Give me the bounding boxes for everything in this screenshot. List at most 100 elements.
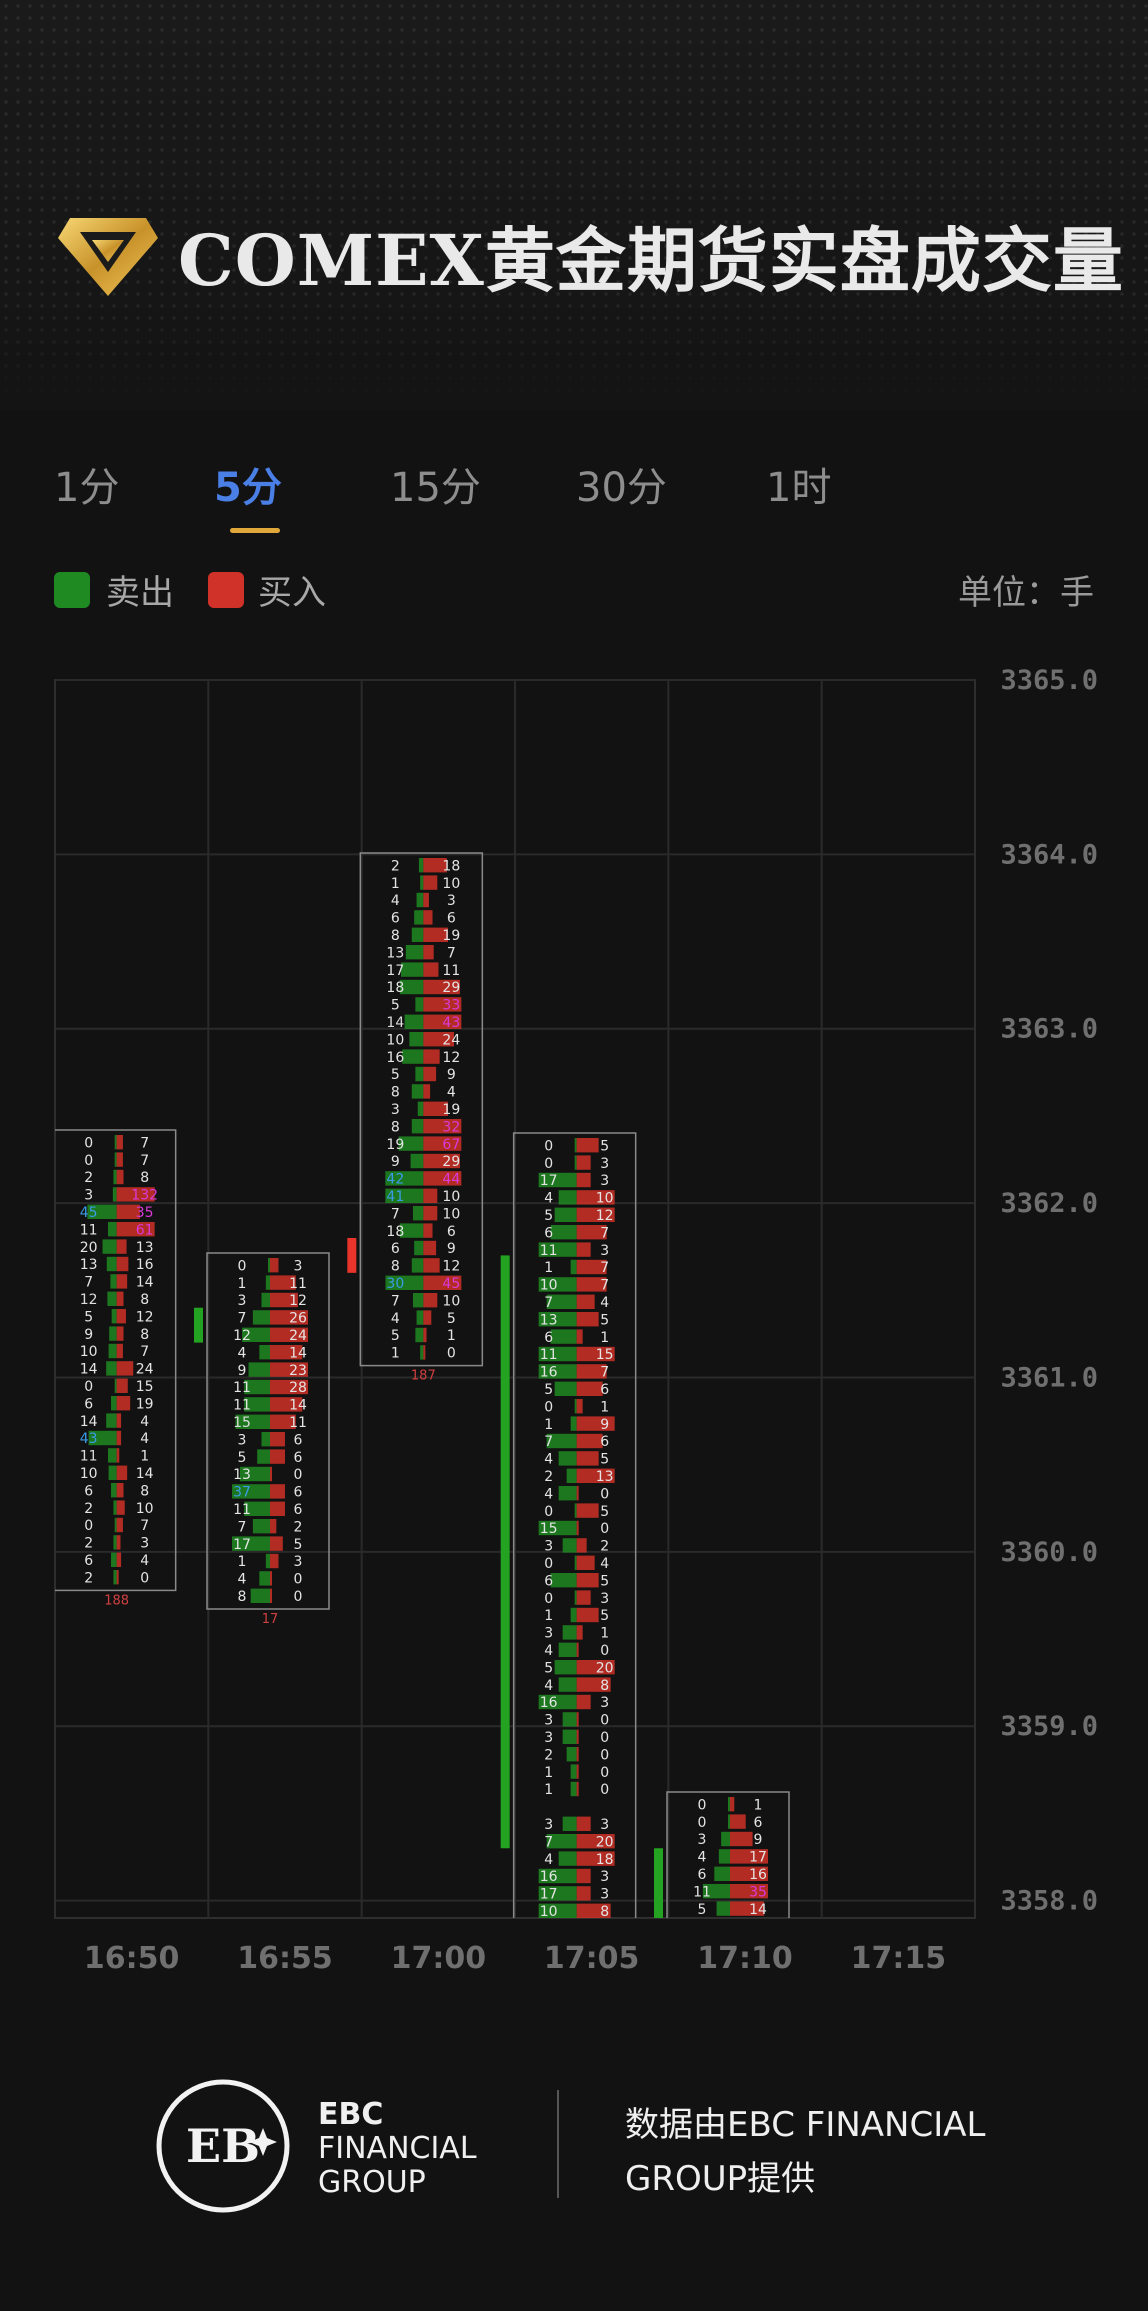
sell-volume-bar (401, 962, 424, 977)
buy-volume-label: 12 (442, 1050, 460, 1066)
sell-volume-bar (257, 1449, 270, 1464)
sell-volume-bar (259, 1345, 270, 1360)
y-tick-label: 3363.0 (1000, 1014, 1098, 1045)
buy-volume-bar (116, 1239, 127, 1254)
buy-volume-label: 24 (136, 1362, 154, 1378)
sell-volume-label: 2 (544, 1747, 553, 1763)
sell-volume-bar (242, 1327, 270, 1342)
buy-volume-bar (116, 1326, 124, 1341)
sell-volume-bar (420, 875, 424, 890)
tab-5min[interactable]: 5分 (214, 465, 282, 511)
sell-volume-label: 7 (391, 1206, 400, 1222)
sell-volume-bar (108, 1448, 117, 1463)
buy-volume-label: 24 (289, 1328, 307, 1344)
buy-volume-label: 14 (749, 1902, 767, 1918)
buy-volume-bar (116, 1430, 122, 1446)
tab-15min[interactable]: 15分 (390, 465, 481, 511)
buy-volume-label: 14 (136, 1466, 154, 1482)
sell-volume-bar (402, 1049, 424, 1064)
sell-volume-label: 16 (386, 1050, 404, 1066)
x-tick-label: 17:00 (391, 1941, 487, 1976)
buy-volume-label: 12 (442, 1259, 460, 1275)
buy-volume-label: 12 (596, 1208, 614, 1224)
buy-volume-bar (270, 1553, 279, 1569)
sell-volume-label: 6 (698, 1867, 707, 1883)
sell-volume-bar (414, 1240, 424, 1256)
buy-volume-label: 67 (442, 1137, 460, 1153)
sell-volume-bar (538, 1903, 577, 1918)
buy-volume-bar (270, 1432, 285, 1447)
ebc-brand-name: EBC FINANCIAL GROUP (318, 2098, 477, 2200)
buy-volume-bar (576, 1538, 587, 1553)
buy-volume-bar (576, 1747, 579, 1762)
buy-volume-bar (423, 1101, 449, 1116)
sell-volume-bar (550, 1329, 577, 1344)
sell-volume-label: 6 (544, 1225, 553, 1241)
sell-volume-label: 6 (544, 1330, 553, 1346)
buy-volume-bar (576, 1851, 615, 1866)
sell-volume-bar (244, 1379, 270, 1395)
sell-volume-bar (411, 1119, 424, 1134)
buy-volume-bar (423, 1084, 431, 1099)
buy-volume-label: 0 (600, 1486, 609, 1502)
sell-volume-bar (538, 1520, 577, 1536)
buy-volume-label: 43 (442, 1015, 460, 1031)
sell-volume-bar (268, 1258, 270, 1273)
buy-volume-label: 7 (140, 1153, 149, 1169)
sell-volume-label: 17 (233, 1537, 251, 1553)
tab-1hour[interactable]: 1时 (766, 465, 832, 511)
tab-30min[interactable]: 30分 (576, 465, 667, 511)
buy-volume-bar (576, 1399, 583, 1414)
buy-volume-bar (423, 858, 447, 873)
buy-volume-bar (116, 1204, 140, 1219)
sell-volume-label: 2 (544, 1469, 553, 1485)
buy-volume-label: 5 (600, 1312, 609, 1328)
sell-volume-label: 5 (84, 1309, 93, 1325)
sell-volume-label: 1 (544, 1608, 553, 1624)
buy-volume-bar (270, 1571, 272, 1586)
buy-volume-label: 3 (600, 1173, 609, 1189)
sell-volume-bar (265, 1553, 270, 1569)
buy-volume-bar (576, 1207, 615, 1222)
buy-volume-label: 45 (442, 1276, 460, 1292)
buy-volume-label: 9 (754, 1832, 763, 1848)
buy-volume-label: 0 (600, 1713, 609, 1729)
buy-volume-bar (423, 927, 449, 942)
header-banner: COMEX黄金期货实盘成交量 (0, 0, 1148, 410)
buy-volume-bar (576, 1242, 591, 1257)
sell-volume-bar (248, 1362, 270, 1377)
sell-volume-label: 2 (391, 858, 400, 874)
buy-volume-label: 11 (289, 1415, 307, 1431)
sell-volume-label: 0 (238, 1258, 247, 1274)
buy-volume-label: 17 (749, 1850, 767, 1866)
sell-volume-bar (574, 1503, 577, 1518)
buy-volume-bar (576, 1312, 599, 1327)
sell-volume-label: 5 (391, 1067, 400, 1083)
buy-volume-bar (576, 1607, 599, 1623)
sell-volume-bar (558, 1851, 577, 1866)
buy-volume-label: 20 (596, 1660, 614, 1676)
sell-volume-label: 8 (391, 928, 400, 944)
sell-volume-bar (239, 1466, 270, 1482)
buy-volume-label: 5 (447, 1311, 456, 1327)
sell-volume-label: 1 (391, 876, 400, 892)
buy-volume-bar (423, 1136, 462, 1151)
buy-volume-label: 11 (289, 1276, 307, 1292)
sell-volume-label: 30 (386, 1276, 404, 1292)
y-tick-label: 3362.0 (1000, 1188, 1098, 1219)
buy-volume-label: 1 (140, 1449, 149, 1465)
tab-1min[interactable]: 1分 (54, 465, 120, 511)
y-tick-label: 3361.0 (1000, 1362, 1098, 1393)
sell-volume-label: 0 (544, 1556, 553, 1572)
sell-volume-label: 4 (238, 1572, 247, 1588)
buy-volume-label: 1 (600, 1626, 609, 1642)
sell-volume-label: 17 (386, 963, 404, 979)
buy-volume-label: 29 (442, 980, 460, 996)
sell-volume-label: 7 (544, 1295, 553, 1311)
buy-volume-bar (116, 1535, 121, 1550)
sell-volume-bar (570, 1607, 577, 1623)
candle-body (347, 1237, 357, 1273)
buy-volume-bar (423, 1153, 460, 1169)
sell-volume-bar (113, 1169, 117, 1185)
buy-volume-bar (576, 1677, 611, 1692)
